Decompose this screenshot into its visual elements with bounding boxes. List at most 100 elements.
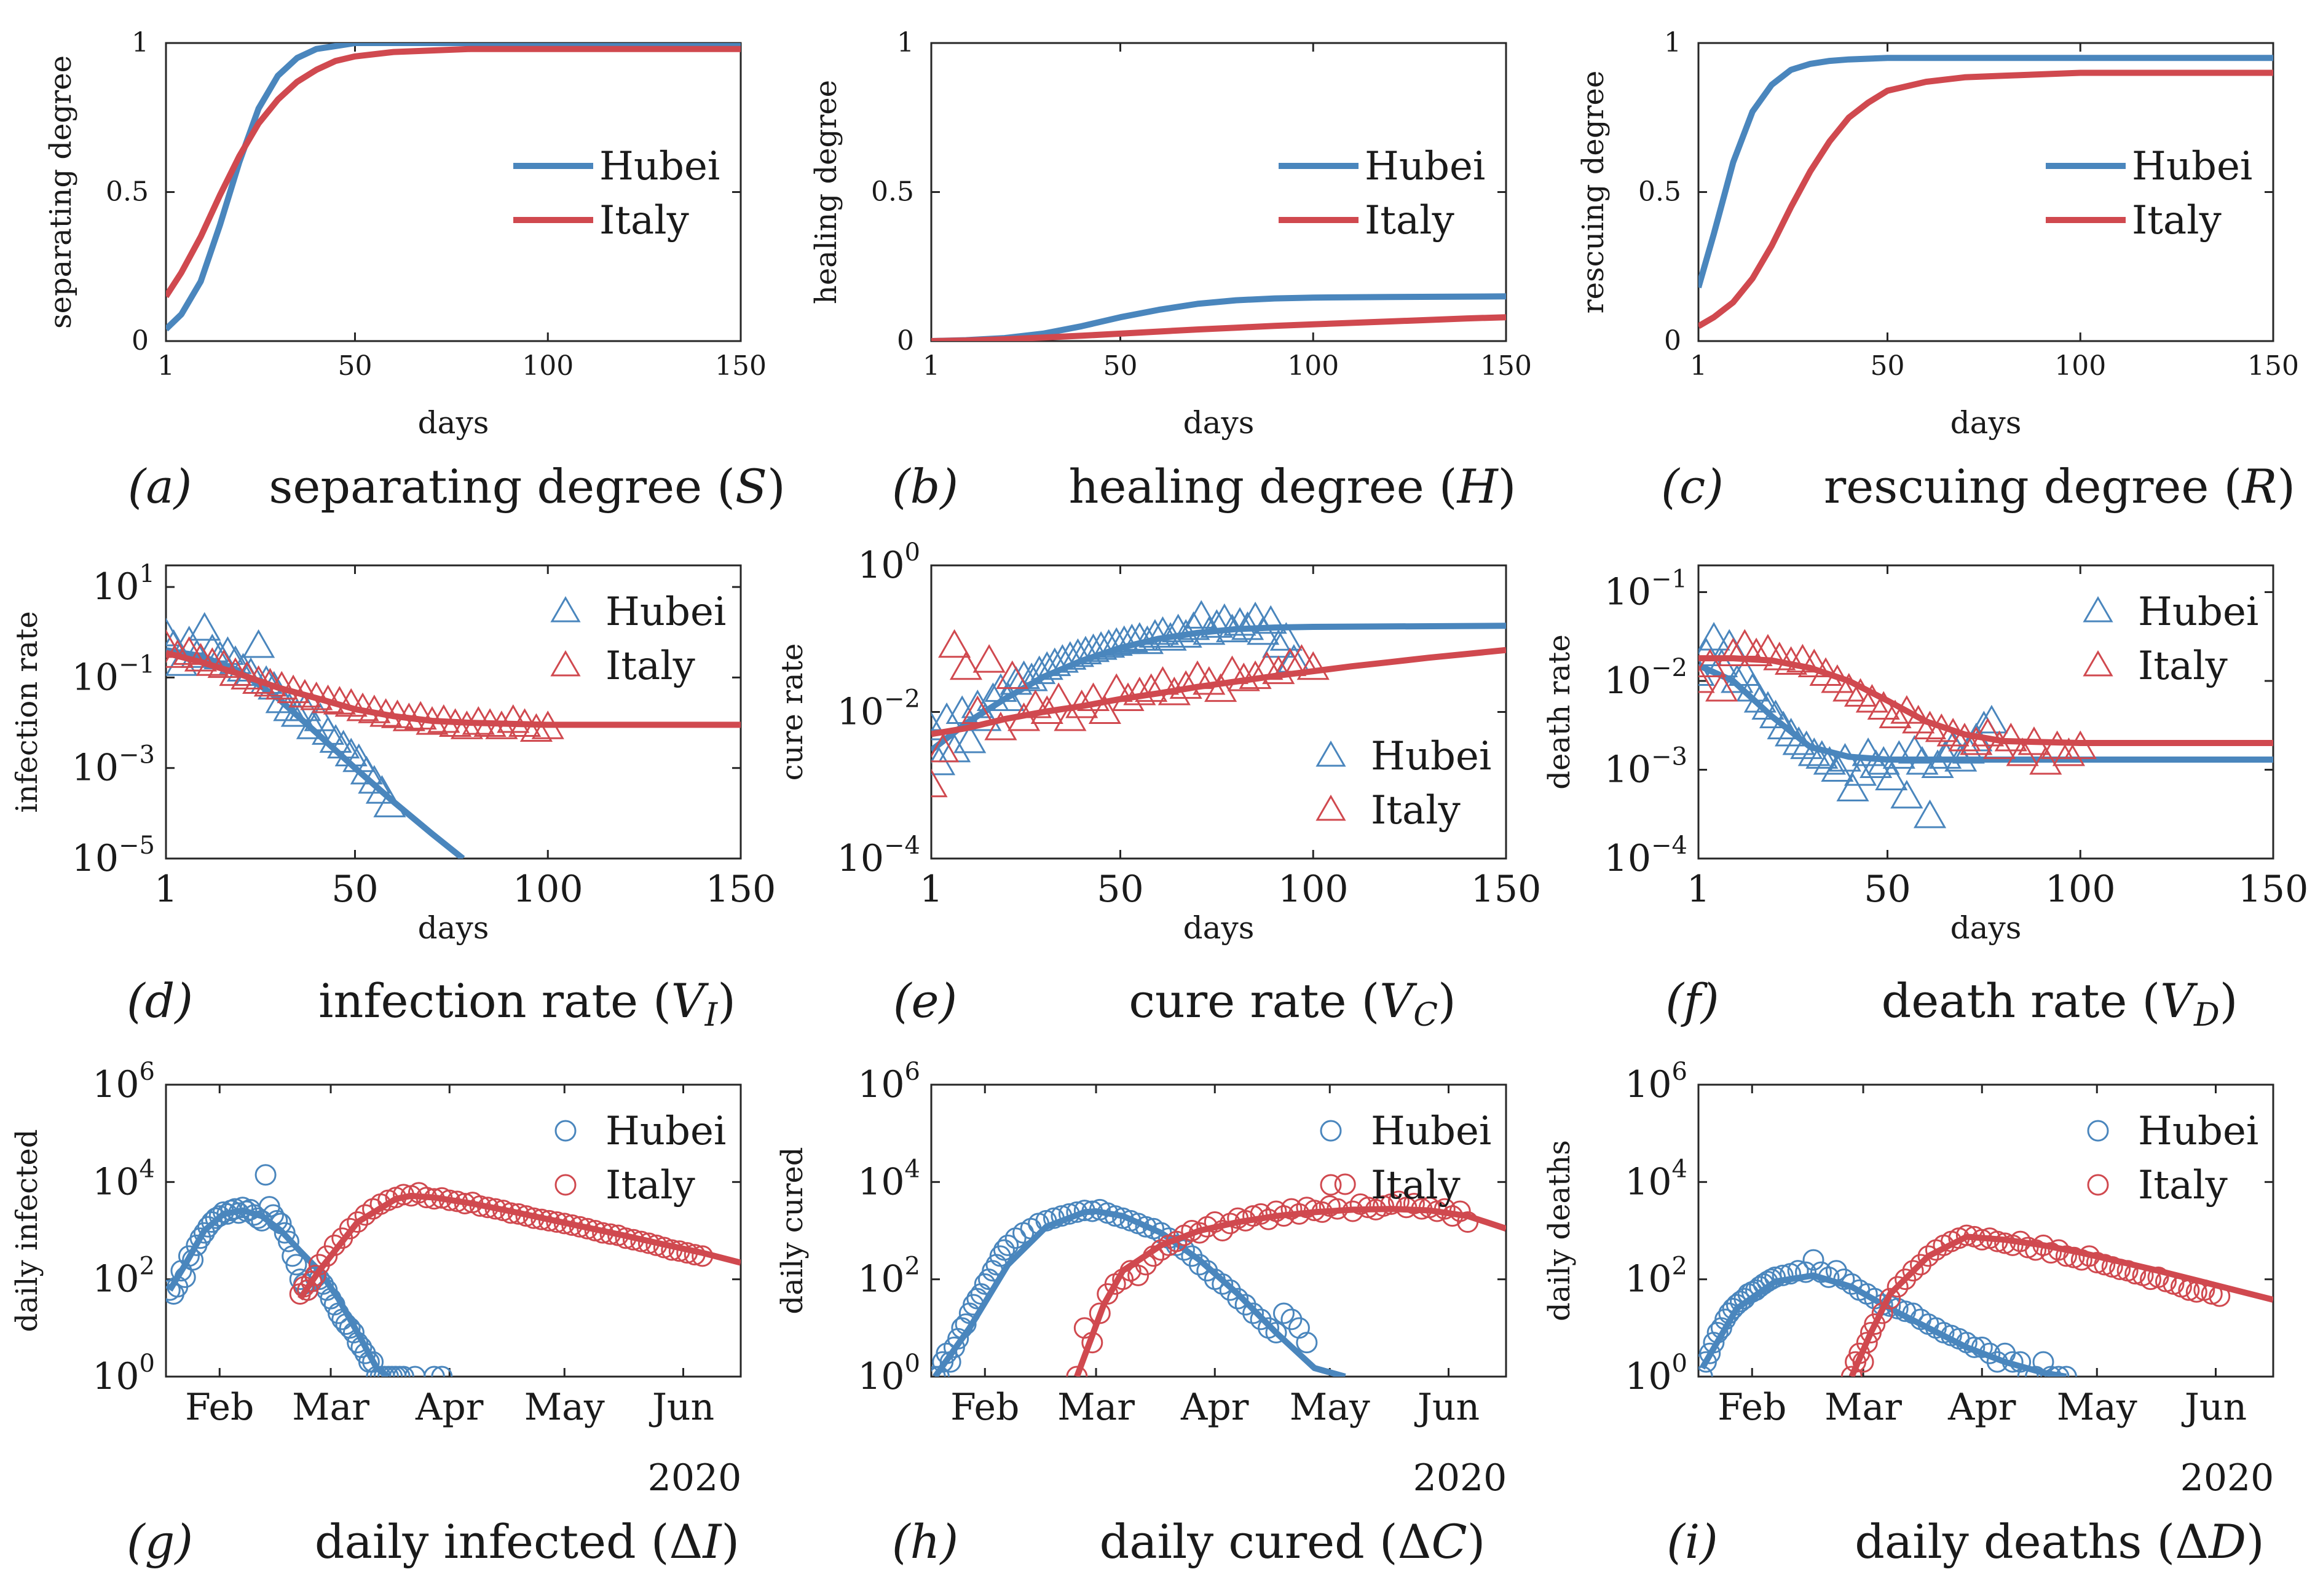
y-tick-label-base: 10 xyxy=(92,1160,139,1203)
y-tick-label-base: 10 xyxy=(837,837,884,880)
y-tick-label-exp: −4 xyxy=(884,831,920,860)
y-tick-label: 10−3 xyxy=(1604,742,1687,791)
fit-line xyxy=(931,647,1506,737)
x-tick-label: Mar xyxy=(1057,1386,1135,1429)
data-point xyxy=(1882,740,1915,769)
data-point xyxy=(984,711,1017,741)
data-point xyxy=(515,1205,537,1227)
data-point xyxy=(224,1198,246,1220)
panel-label: (a) xyxy=(128,459,192,514)
data-point xyxy=(953,724,987,753)
data-point xyxy=(1859,749,1893,779)
data-point xyxy=(1076,682,1110,711)
data-point xyxy=(1802,1249,1824,1271)
data-point xyxy=(2140,1268,2162,1291)
y-tick-label-exp: 1 xyxy=(140,560,155,588)
y-tick-label-exp: 0 xyxy=(1672,1350,1687,1378)
data-point xyxy=(1721,664,1754,693)
data-point xyxy=(1169,619,1202,648)
x-tick-label: 150 xyxy=(1480,350,1532,382)
caption-text: rescuing degree ( xyxy=(1824,459,2242,514)
data-point xyxy=(500,1202,522,1224)
data-point xyxy=(1775,646,1808,675)
data-point xyxy=(2209,1285,2231,1307)
caption-text: daily deaths (Δ xyxy=(1855,1514,2209,1569)
y-tick-label-exp: −5 xyxy=(119,831,155,860)
y-tick-label-exp: 2 xyxy=(140,1252,155,1281)
data-point xyxy=(1795,1261,1817,1283)
caption-symbol: D xyxy=(2207,1514,2246,1569)
x-tick-label: Feb xyxy=(1718,1386,1786,1429)
caption-close: ) xyxy=(1498,459,1516,514)
data-point xyxy=(1825,1260,1847,1282)
data-point xyxy=(1089,1302,1111,1324)
plot-area xyxy=(1698,55,2273,329)
data-point xyxy=(1100,673,1133,702)
data-point xyxy=(2029,746,2062,775)
x-tick-label: 100 xyxy=(522,350,574,382)
data-point xyxy=(1250,1203,1272,1225)
data-point xyxy=(1023,655,1056,685)
y-axis-label: death rate xyxy=(1542,634,1577,789)
data-point xyxy=(931,711,948,741)
year-label: 2020 xyxy=(1413,1456,1507,1500)
data-point xyxy=(1840,1273,1863,1295)
data-point xyxy=(1280,1308,1303,1331)
data-point xyxy=(1219,1213,1241,1235)
legend: Hubei Italy xyxy=(1279,144,1485,243)
data-point xyxy=(369,698,403,727)
data-point xyxy=(2094,1254,2116,1276)
data-point xyxy=(1181,1245,1203,1267)
x-tick-label: 1 xyxy=(157,350,175,382)
data-point xyxy=(328,1302,349,1324)
data-point xyxy=(1185,600,1218,629)
data-point xyxy=(1327,1198,1349,1220)
data-point xyxy=(485,710,518,739)
data-point xyxy=(242,629,275,658)
data-point xyxy=(538,1209,560,1232)
data-point xyxy=(1208,603,1241,632)
data-point xyxy=(2064,730,2097,760)
data-point xyxy=(1699,1342,1721,1364)
data-point xyxy=(1813,746,1846,775)
plot-frame xyxy=(930,1083,1507,1378)
caption-text: separating degree ( xyxy=(269,459,735,514)
y-tick-label: 10−4 xyxy=(1604,831,1687,880)
data-point xyxy=(1875,761,1908,790)
data-point xyxy=(188,611,221,641)
caption-close: ) xyxy=(717,973,736,1028)
data-point xyxy=(1066,1366,1088,1377)
data-point xyxy=(519,713,553,742)
legend-marker-italy xyxy=(1315,795,1346,821)
data-point xyxy=(2055,1245,2077,1267)
y-tick-label-base: 10 xyxy=(1625,1063,1671,1106)
data-point xyxy=(1821,664,1854,693)
data-point xyxy=(2178,1279,2200,1301)
data-point xyxy=(1994,722,2027,752)
legend-marker-italy xyxy=(2087,1174,2109,1196)
data-point xyxy=(277,1230,299,1252)
data-point xyxy=(253,667,287,697)
legend-label: Italy xyxy=(2132,198,2222,243)
panel-caption: daily cured (ΔC) xyxy=(1100,1514,1486,1569)
legend: Hubei Italy xyxy=(513,144,720,243)
data-point xyxy=(404,1366,426,1377)
data-point xyxy=(1130,625,1164,655)
legend: Hubei Italy xyxy=(2046,144,2252,243)
data-point xyxy=(392,1184,414,1206)
data-point xyxy=(1334,1173,1356,1195)
legend-label: Italy xyxy=(1371,1163,1461,1208)
data-point xyxy=(207,649,240,678)
y-tick-label-base: 10 xyxy=(858,1258,904,1301)
panel-label: (b) xyxy=(892,459,958,514)
data-point xyxy=(339,1217,361,1240)
panel-caption: cure rate (VC) xyxy=(1129,973,1456,1034)
data-point xyxy=(1775,717,1808,747)
panel-caption: death rate (VD) xyxy=(1882,973,2238,1034)
data-point xyxy=(439,708,472,737)
data-point xyxy=(1135,673,1168,702)
legend-marker-italy xyxy=(550,650,581,677)
data-point xyxy=(1929,740,1962,769)
data-point xyxy=(972,644,1006,673)
y-tick-label: 106 xyxy=(1625,1058,1687,1106)
